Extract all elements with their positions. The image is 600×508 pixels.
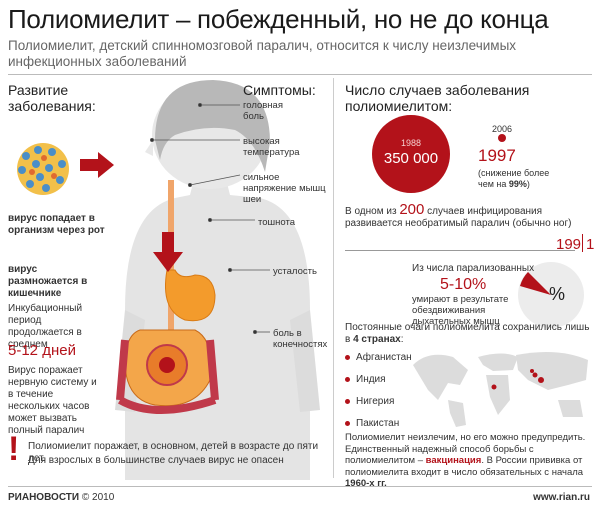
virus-icon [17, 143, 69, 195]
footer-brand: РИАНОВОСТИ © 2010 [8, 492, 115, 503]
bullet-icon [345, 354, 350, 360]
country-pakistan: Пакистан [345, 418, 399, 430]
world-map [413, 351, 588, 427]
virus-intestine-text: вирус размножается в кишечнике [8, 264, 88, 299]
symptom-headache: головная боль [243, 100, 283, 122]
bullet-icon [345, 420, 350, 426]
cases-1988-circle [372, 115, 450, 193]
ratio-line [345, 250, 575, 251]
warning-line-2: Для взрослых в большинстве случаев вирус… [28, 455, 284, 466]
cases-2006-dot [498, 134, 506, 142]
bullet-icon [345, 398, 350, 404]
warning-exclamation: ! [8, 430, 20, 468]
page-title: Полиомиелит – побежденный, но не до конц… [8, 4, 549, 34]
year-2006: 2006 [491, 124, 513, 134]
symptom-fatigue: усталость [273, 266, 317, 277]
percent-sign: % [549, 284, 566, 304]
country-india: Индия [345, 374, 386, 386]
ratio-right: 1 [586, 236, 595, 253]
footer-site-link[interactable]: www.rian.ru [533, 492, 590, 503]
incubation-days: 5-12 дней [8, 342, 76, 359]
header-divider [8, 74, 592, 75]
year-1988: 1988 [400, 138, 422, 148]
paralyzed-intro: Из числа парализованных [412, 263, 535, 274]
prevention-text: Полиомиелит неизлечим, но его можно пред… [345, 432, 586, 489]
one-in-200-text: В одном из 200 случаев инфицирования раз… [345, 201, 572, 229]
arrow-right-icon [80, 152, 114, 178]
child-illustration [115, 80, 320, 480]
paralyzed-percent: 5-10% [440, 276, 487, 293]
footer-divider [8, 486, 592, 487]
country-nigeria: Нигерия [345, 396, 394, 408]
percent-pie-slice [520, 272, 551, 295]
ratio-separator [582, 234, 583, 252]
decrease-text: (снижение более чем на 99%) [478, 168, 550, 189]
value-2006: 1997 [478, 146, 516, 165]
symptom-fever: высокая температура [243, 136, 300, 158]
heading-cases: Число случаев заболевания полиомиелитом: [345, 82, 530, 114]
symptom-neck: сильное напряжение мышц шеи [243, 172, 326, 205]
symptom-limb-pain: боль в конечностях [273, 328, 328, 350]
country-afghanistan: Афганистан [345, 352, 412, 364]
heading-development: Развитие заболевания: [8, 82, 96, 114]
nerve-text: Вирус поражает нервную систему и в течен… [8, 365, 97, 436]
symptom-pointers [149, 103, 270, 334]
ratio-left: 199 [556, 236, 582, 253]
page-subtitle: Полиомиелит, детский спинномозговой пара… [8, 38, 517, 69]
value-1988: 350 000 [383, 150, 439, 167]
virus-mouth-text: вирус попадает в организм через рот [8, 213, 105, 236]
symptom-nausea: тошнота [258, 217, 295, 228]
incubation-text: Инкубационный период продолжается в сред… [8, 303, 83, 350]
warning-line-1: Полиомиелит поражает, в основном, детей … [28, 441, 319, 464]
hotspots-text: Постоянные очаги полиомиелита сохранилис… [345, 322, 590, 345]
column-divider [333, 78, 334, 478]
paralyzed-text: умирают в результате обездвиживания дыха… [412, 294, 509, 327]
heading-symptoms: Симптомы: [243, 82, 316, 98]
bullet-icon [345, 376, 350, 382]
